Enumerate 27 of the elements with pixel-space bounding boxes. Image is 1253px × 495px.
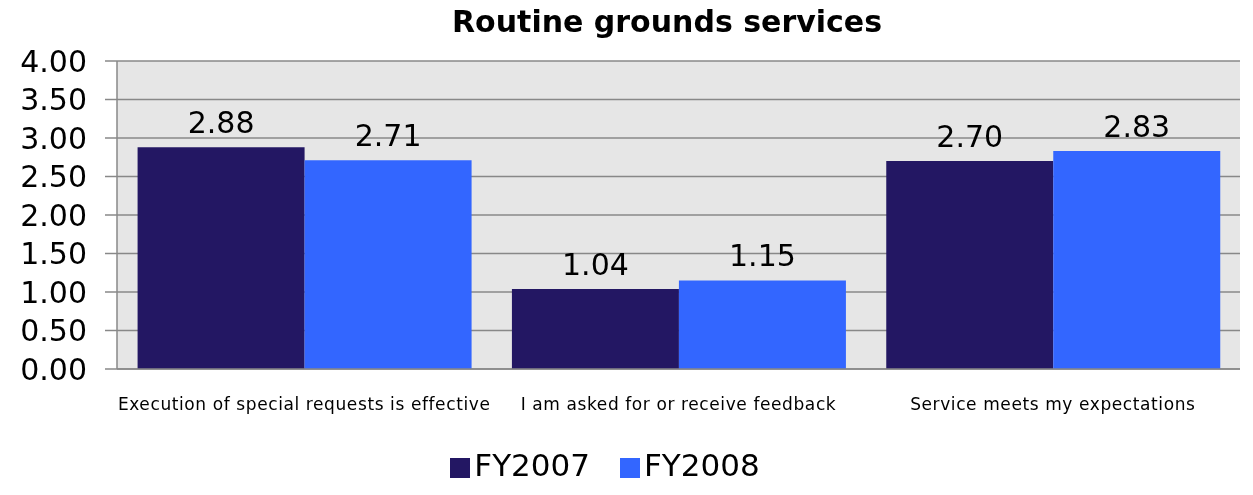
data-label: 1.15 [729, 238, 796, 274]
data-label: 2.71 [354, 118, 422, 154]
y-tick-label: 2.00 [20, 197, 87, 233]
bar [1053, 151, 1221, 369]
y-tick-label: 3.00 [20, 120, 87, 156]
y-tick-label: 4.00 [20, 43, 87, 79]
legend-label: FY2008 [644, 447, 760, 483]
data-label: 2.83 [1103, 109, 1171, 145]
y-tick-label: 0.00 [20, 351, 87, 387]
legend-label: FY2007 [474, 447, 590, 483]
bar [511, 288, 679, 369]
y-tick-label: 1.50 [20, 236, 87, 272]
bar [304, 160, 472, 369]
x-tick-label: Execution of special requests is effective [117, 394, 491, 415]
data-label: 2.70 [936, 119, 1004, 155]
x-tick-label: I am asked for or receive feedback [520, 394, 837, 415]
bar [886, 161, 1054, 369]
y-tick-label: 0.50 [20, 313, 87, 349]
chart-title: Routine grounds services [450, 3, 883, 41]
x-tick-label: Service meets my expectations [910, 394, 1196, 415]
y-tick-label: 1.00 [20, 274, 87, 310]
bar [137, 147, 305, 369]
data-label: 2.88 [187, 105, 255, 141]
y-tick-label: 3.50 [20, 82, 87, 118]
y-tick-label: 2.50 [20, 159, 87, 195]
data-label: 1.04 [562, 246, 629, 282]
bar [678, 280, 846, 369]
